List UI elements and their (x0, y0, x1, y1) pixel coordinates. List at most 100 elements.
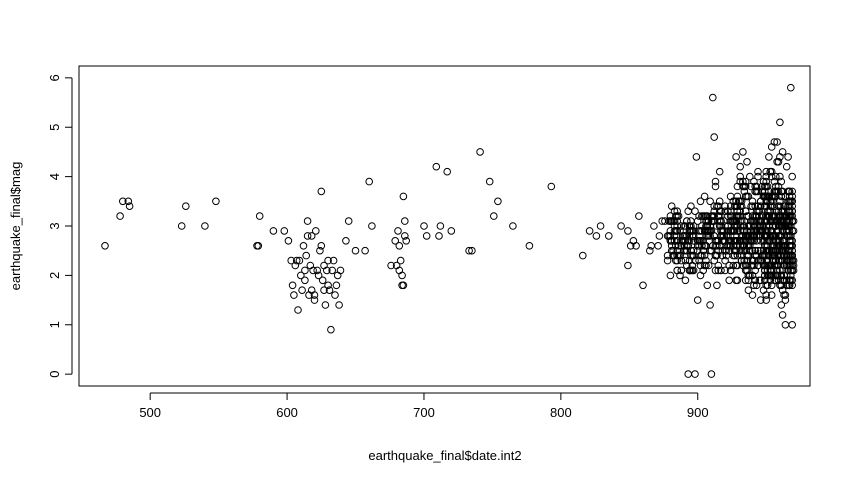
data-point (494, 197, 502, 206)
data-point (667, 242, 676, 250)
data-point (689, 266, 698, 275)
data-point (700, 212, 709, 220)
data-point (767, 281, 776, 290)
data-point (687, 222, 695, 230)
data-point (704, 261, 713, 270)
data-point (318, 276, 327, 285)
data-point (650, 222, 658, 230)
data-point (684, 237, 693, 245)
y-tick-label: 3 (47, 222, 62, 229)
data-point (762, 296, 771, 304)
data-point (402, 237, 411, 245)
data-point (688, 251, 697, 260)
plot-frame (78, 65, 811, 387)
data-point (298, 286, 306, 295)
data-point (290, 291, 298, 299)
data-point (732, 153, 740, 161)
data-point (673, 222, 682, 230)
data-point (320, 286, 328, 295)
data-point (673, 266, 682, 275)
data-point (788, 207, 797, 215)
data-point (772, 172, 780, 181)
data-point (730, 227, 739, 235)
data-point (751, 187, 760, 196)
data-point (302, 251, 311, 260)
data-point (596, 222, 605, 230)
data-point (777, 301, 786, 309)
data-point (698, 212, 706, 220)
data-point (696, 271, 705, 280)
y-tick-label: 1 (47, 321, 62, 328)
data-point (707, 217, 716, 225)
data-point (736, 177, 745, 186)
data-point (313, 266, 322, 275)
data-point (762, 202, 771, 210)
data-point (751, 246, 760, 255)
data-point (763, 246, 772, 255)
data-point (666, 232, 675, 240)
data-point (774, 207, 783, 215)
data-point (709, 93, 717, 102)
data-point (401, 232, 409, 240)
data-point (325, 286, 334, 295)
data-point (778, 311, 787, 319)
data-point (766, 167, 775, 176)
data-point (391, 237, 400, 245)
data-point (763, 261, 772, 270)
data-point (684, 207, 693, 215)
data-point (776, 118, 784, 127)
data-point (762, 172, 771, 181)
data-point (754, 256, 762, 265)
data-point (773, 242, 781, 250)
data-point (787, 232, 795, 240)
data-point (703, 281, 712, 290)
data-point (297, 271, 305, 280)
data-point (639, 281, 647, 290)
data-point (778, 227, 787, 235)
data-point (333, 271, 342, 280)
data-point (761, 237, 769, 245)
data-point (721, 207, 729, 215)
data-point (762, 251, 771, 260)
data-point (306, 261, 315, 270)
data-point (776, 172, 784, 181)
data-point (476, 148, 484, 156)
data-point (751, 217, 760, 225)
data-point (769, 246, 777, 255)
data-point (324, 256, 332, 265)
data-point (774, 187, 783, 196)
data-point (465, 246, 473, 255)
data-point (711, 177, 720, 186)
data-point (666, 237, 675, 245)
data-point (711, 237, 720, 245)
data-point (468, 246, 476, 255)
data-point (748, 217, 757, 225)
data-point (698, 251, 706, 260)
data-point (763, 237, 772, 245)
data-point (579, 251, 587, 260)
data-point (702, 232, 710, 240)
data-point (422, 232, 431, 240)
data-point (314, 271, 323, 280)
data-point (788, 217, 797, 225)
data-point (307, 232, 316, 240)
data-point (699, 266, 708, 275)
data-point (294, 306, 302, 314)
data-point (698, 242, 706, 250)
data-point (774, 227, 783, 235)
y-tick-label: 5 (47, 124, 62, 131)
data-point (761, 192, 769, 201)
data-point (763, 281, 772, 290)
data-point (295, 256, 304, 265)
data-point (344, 217, 353, 225)
data-point (784, 256, 792, 265)
data-point (255, 212, 264, 220)
data-point (691, 207, 699, 215)
data-point (762, 222, 771, 230)
data-point (776, 197, 784, 206)
data-point (101, 242, 109, 250)
data-point (743, 232, 751, 240)
data-point (773, 266, 781, 275)
data-point (177, 222, 186, 230)
data-point (748, 256, 757, 265)
